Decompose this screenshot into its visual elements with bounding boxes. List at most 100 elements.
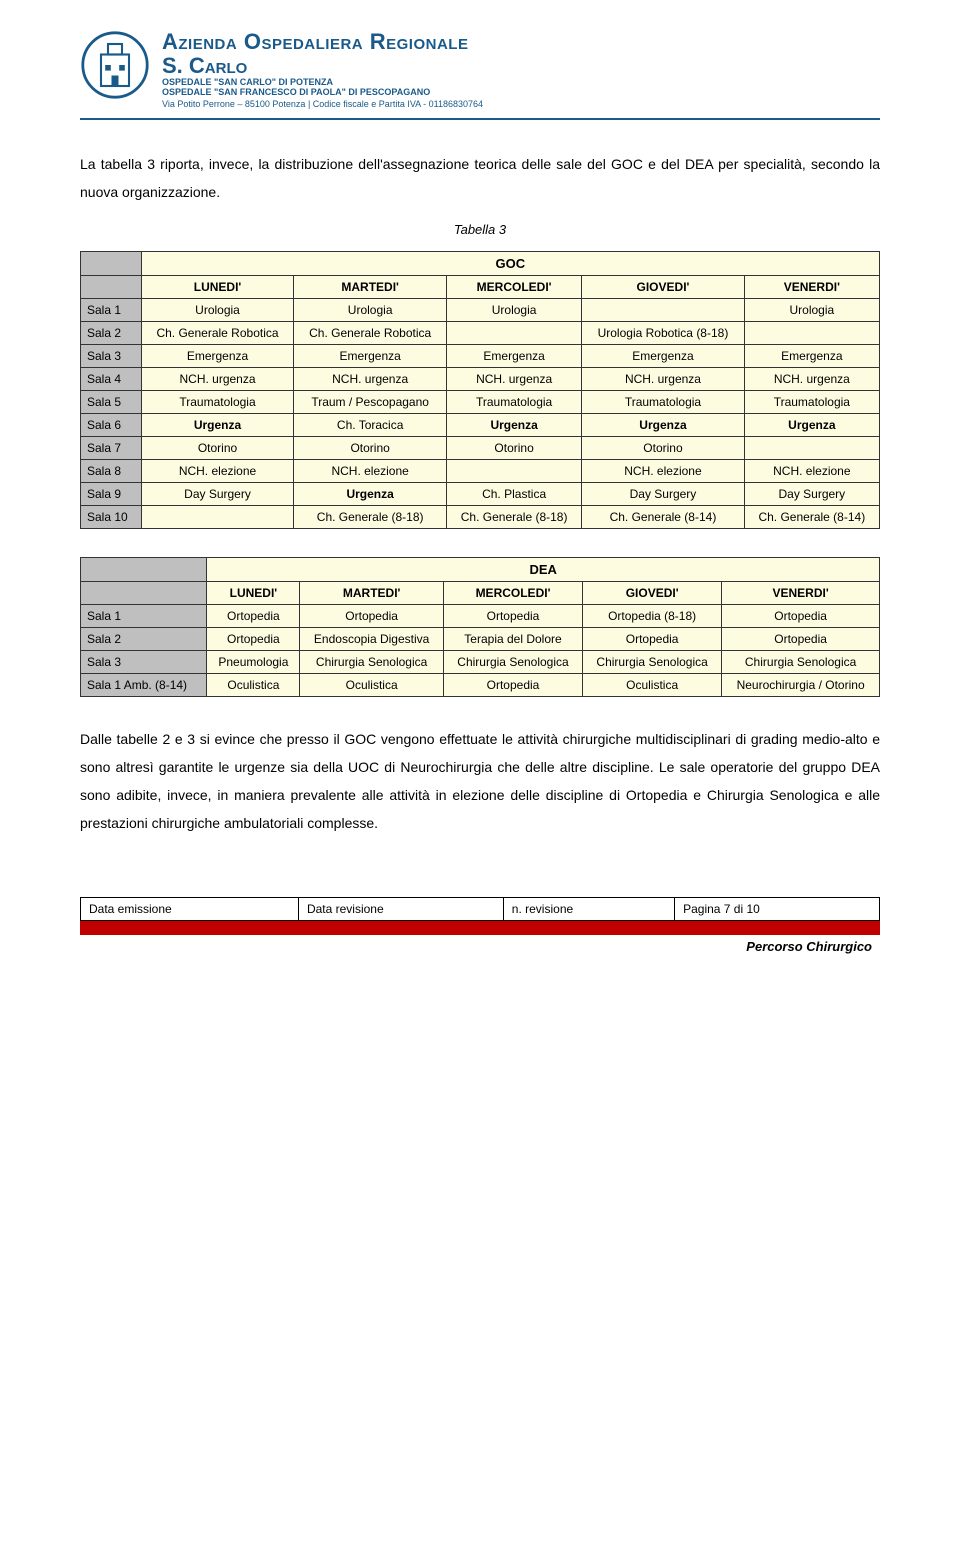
goc-cell: NCH. elezione xyxy=(744,460,879,483)
dea-cell: Ortopedia xyxy=(722,605,880,628)
dea-row: Sala 2OrtopediaEndoscopia DigestivaTerap… xyxy=(81,628,880,651)
hospital-logo-icon xyxy=(80,30,150,100)
goc-row: Sala 5TraumatologiaTraum / PescopaganoTr… xyxy=(81,391,880,414)
address-line: Via Potito Perrone – 85100 Potenza | Cod… xyxy=(162,100,483,110)
dea-row: Sala 1 Amb. (8-14)OculisticaOculisticaOr… xyxy=(81,674,880,697)
goc-row-label: Sala 1 xyxy=(81,299,142,322)
goc-cell: Otorino xyxy=(582,437,744,460)
goc-row-label: Sala 5 xyxy=(81,391,142,414)
goc-row-label: Sala 4 xyxy=(81,368,142,391)
goc-cell: Urgenza xyxy=(446,414,581,437)
intro-paragraph: La tabella 3 riporta, invece, la distrib… xyxy=(80,150,880,206)
dea-cell: Oculistica xyxy=(207,674,300,697)
goc-cell: Ch. Generale (8-18) xyxy=(446,506,581,529)
dea-cell: Pneumologia xyxy=(207,651,300,674)
goc-cell: Urgenza xyxy=(141,414,294,437)
hospital-line-2: OSPEDALE "SAN FRANCESCO DI PAOLA" DI PES… xyxy=(162,88,483,98)
goc-cell: NCH. urgenza xyxy=(141,368,294,391)
goc-cell: NCH. urgenza xyxy=(744,368,879,391)
goc-row-label: Sala 9 xyxy=(81,483,142,506)
goc-cell: Ch. Generale Robotica xyxy=(294,322,447,345)
page-header: Azienda Ospedaliera Regionale S. Carlo O… xyxy=(80,30,880,110)
goc-cell: Otorino xyxy=(294,437,447,460)
dea-row-label: Sala 1 Amb. (8-14) xyxy=(81,674,207,697)
goc-cell: Ch. Plastica xyxy=(446,483,581,506)
goc-cell: Ch. Generale Robotica xyxy=(141,322,294,345)
goc-cell: NCH. elezione xyxy=(294,460,447,483)
dea-cell: Ortopedia xyxy=(722,628,880,651)
goc-cell: Emergenza xyxy=(141,345,294,368)
header-text: Azienda Ospedaliera Regionale S. Carlo O… xyxy=(162,30,483,110)
goc-cell: Urgenza xyxy=(294,483,447,506)
goc-row-label: Sala 6 xyxy=(81,414,142,437)
goc-cell: Emergenza xyxy=(294,345,447,368)
dea-row-label: Sala 2 xyxy=(81,628,207,651)
goc-row-label: Sala 8 xyxy=(81,460,142,483)
dea-row-label: Sala 3 xyxy=(81,651,207,674)
goc-cell: Ch. Toracica xyxy=(294,414,447,437)
goc-cell: Emergenza xyxy=(582,345,744,368)
goc-title-cell: GOC xyxy=(141,252,879,276)
dea-cell: Chirurgia Senologica xyxy=(443,651,582,674)
goc-cell: NCH. urgenza xyxy=(446,368,581,391)
goc-cell: Urologia xyxy=(141,299,294,322)
goc-table-wrap: GOC LUNEDI' MARTEDI' MERCOLEDI' GIOVEDI'… xyxy=(80,251,880,529)
dea-cell: Neurochirurgia / Otorino xyxy=(722,674,880,697)
goc-cell: NCH. elezione xyxy=(141,460,294,483)
footer-table: Data emissione Data revisione n. revisio… xyxy=(80,897,880,921)
goc-cell: Urologia xyxy=(294,299,447,322)
org-name: Azienda Ospedaliera Regionale xyxy=(162,30,483,54)
dea-cell: Ortopedia xyxy=(207,605,300,628)
goc-row-label: Sala 2 xyxy=(81,322,142,345)
dea-cell: Oculistica xyxy=(583,674,722,697)
goc-cell: Ch. Generale (8-14) xyxy=(744,506,879,529)
footer-col-1: Data emissione xyxy=(81,898,299,921)
goc-cell: Emergenza xyxy=(744,345,879,368)
dea-cell: Oculistica xyxy=(300,674,444,697)
footer-col-4: Pagina 7 di 10 xyxy=(675,898,880,921)
goc-row: Sala 4NCH. urgenzaNCH. urgenzaNCH. urgen… xyxy=(81,368,880,391)
dea-cell: Ortopedia xyxy=(207,628,300,651)
goc-row: Sala 6UrgenzaCh. ToracicaUrgenzaUrgenzaU… xyxy=(81,414,880,437)
goc-day-row: LUNEDI' MARTEDI' MERCOLEDI' GIOVEDI' VEN… xyxy=(81,276,880,299)
dea-cell: Ortopedia xyxy=(443,674,582,697)
dea-row: Sala 1OrtopediaOrtopediaOrtopediaOrtoped… xyxy=(81,605,880,628)
dea-cell: Chirurgia Senologica xyxy=(722,651,880,674)
dea-day-row: LUNEDI' MARTEDI' MERCOLEDI' GIOVEDI' VEN… xyxy=(81,582,880,605)
dea-cell: Chirurgia Senologica xyxy=(583,651,722,674)
footer-col-3: n. revisione xyxy=(503,898,674,921)
goc-cell xyxy=(582,299,744,322)
goc-cell xyxy=(744,437,879,460)
goc-row-label: Sala 10 xyxy=(81,506,142,529)
dea-cell: Ortopedia (8-18) xyxy=(583,605,722,628)
goc-cell: Day Surgery xyxy=(582,483,744,506)
goc-cell: Traumatologia xyxy=(582,391,744,414)
org-subname: S. Carlo xyxy=(162,54,483,78)
goc-cell: NCH. elezione xyxy=(582,460,744,483)
header-divider xyxy=(80,118,880,120)
logo xyxy=(80,30,150,100)
goc-cell: Traumatologia xyxy=(141,391,294,414)
goc-cell: Ch. Generale (8-18) xyxy=(294,506,447,529)
dea-title-cell: DEA xyxy=(207,558,880,582)
goc-row: Sala 9Day SurgeryUrgenzaCh. PlasticaDay … xyxy=(81,483,880,506)
goc-cell: NCH. urgenza xyxy=(294,368,447,391)
footer-label: Percorso Chirurgico xyxy=(80,935,880,954)
dea-cell: Ortopedia xyxy=(300,605,444,628)
goc-cell xyxy=(446,460,581,483)
goc-cell: Urgenza xyxy=(582,414,744,437)
goc-table: GOC LUNEDI' MARTEDI' MERCOLEDI' GIOVEDI'… xyxy=(80,251,880,529)
goc-cell: Urologia xyxy=(744,299,879,322)
goc-row: Sala 10Ch. Generale (8-18)Ch. Generale (… xyxy=(81,506,880,529)
dea-table-wrap: DEA LUNEDI' MARTEDI' MERCOLEDI' GIOVEDI'… xyxy=(80,557,880,697)
goc-cell xyxy=(446,322,581,345)
goc-row: Sala 8NCH. elezioneNCH. elezioneNCH. ele… xyxy=(81,460,880,483)
goc-row: Sala 3EmergenzaEmergenzaEmergenzaEmergen… xyxy=(81,345,880,368)
dea-cell: Ortopedia xyxy=(443,605,582,628)
goc-row-label: Sala 3 xyxy=(81,345,142,368)
goc-row-label: Sala 7 xyxy=(81,437,142,460)
goc-cell xyxy=(744,322,879,345)
dea-row: Sala 3PneumologiaChirurgia SenologicaChi… xyxy=(81,651,880,674)
goc-cell: NCH. urgenza xyxy=(582,368,744,391)
goc-cell: Urgenza xyxy=(744,414,879,437)
